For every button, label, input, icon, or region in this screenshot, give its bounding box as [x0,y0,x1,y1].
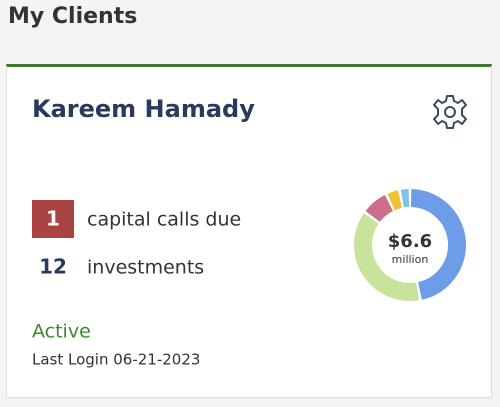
client-name: Kareem Hamady [32,95,255,123]
donut-segment [387,190,403,211]
capital-calls-count: 1 [46,207,60,231]
donut-center-unit: million [392,253,429,266]
investments-label: investments [87,257,204,279]
page-title: My Clients [8,4,138,29]
investments-count: 12 [39,255,67,279]
donut-segment [365,194,394,223]
donut-center-value: $6.6 [388,231,432,252]
donut-segment [410,189,466,300]
capital-calls-badge [32,200,74,238]
last-login: Last Login 06-21-2023 [32,351,200,369]
donut-segment [400,189,410,208]
donut-segment [354,213,420,301]
client-card[interactable] [6,64,492,398]
donut-chart [354,189,466,301]
settings-icon[interactable] [433,95,467,129]
capital-calls-label: capital calls due [87,209,241,231]
status: Active [32,321,91,343]
